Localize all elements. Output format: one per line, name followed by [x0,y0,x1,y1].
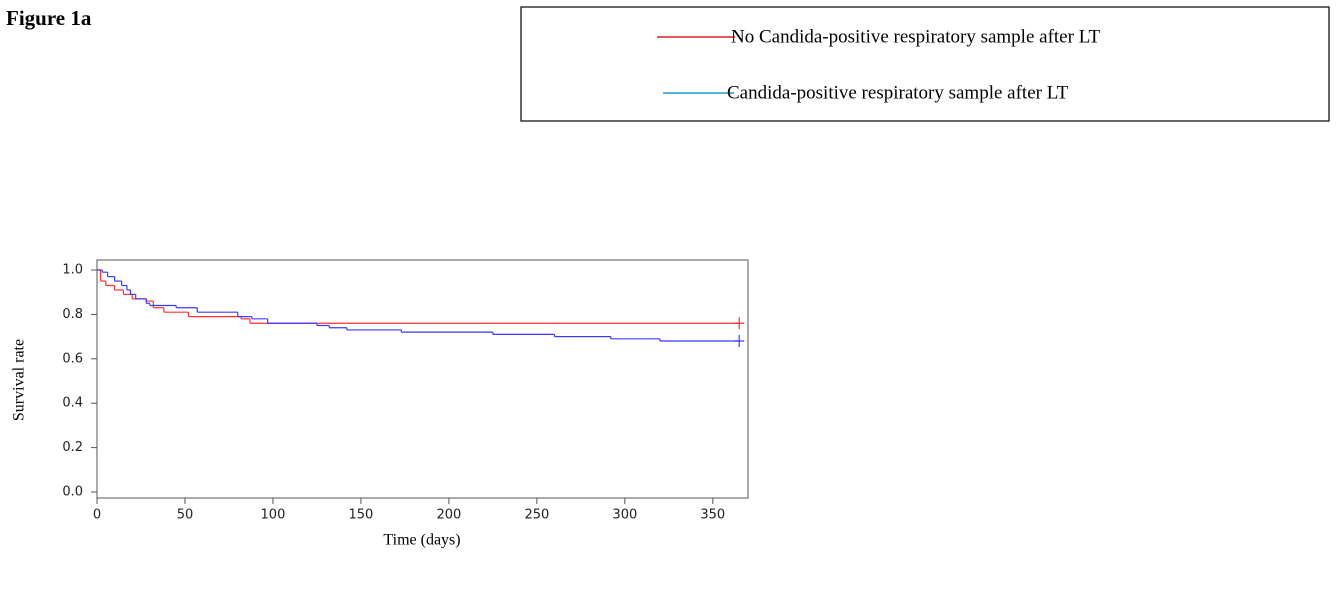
y-tick-label: 0.4 [62,396,83,411]
x-tick-label: 250 [524,508,549,523]
figure-label: Figure 1a [6,6,92,30]
censor-mark [734,317,745,330]
x-tick-label: 300 [612,508,637,523]
x-tick-label: 350 [700,508,725,523]
y-axis-title: Survival rate [11,339,28,421]
y-tick-label: 0.2 [62,440,83,455]
legend-label: Candida-positive respiratory sample afte… [727,82,1069,103]
x-axis-title: Time (days) [383,532,460,549]
y-tick-label: 0.0 [62,485,83,500]
legend-box [520,6,1330,122]
y-tick-label: 1.0 [62,262,83,277]
y-tick-label: 0.6 [62,351,83,366]
x-tick-label: 100 [261,508,286,523]
x-tick-label: 150 [349,508,374,523]
x-tick-label: 200 [436,508,461,523]
legend-label: No Candida-positive respiratory sample a… [731,26,1101,47]
x-tick-label: 50 [177,508,194,523]
x-tick-label: 0 [93,508,101,523]
y-tick-label: 0.8 [62,307,83,322]
plot-frame [96,259,749,499]
censor-mark [734,335,745,348]
